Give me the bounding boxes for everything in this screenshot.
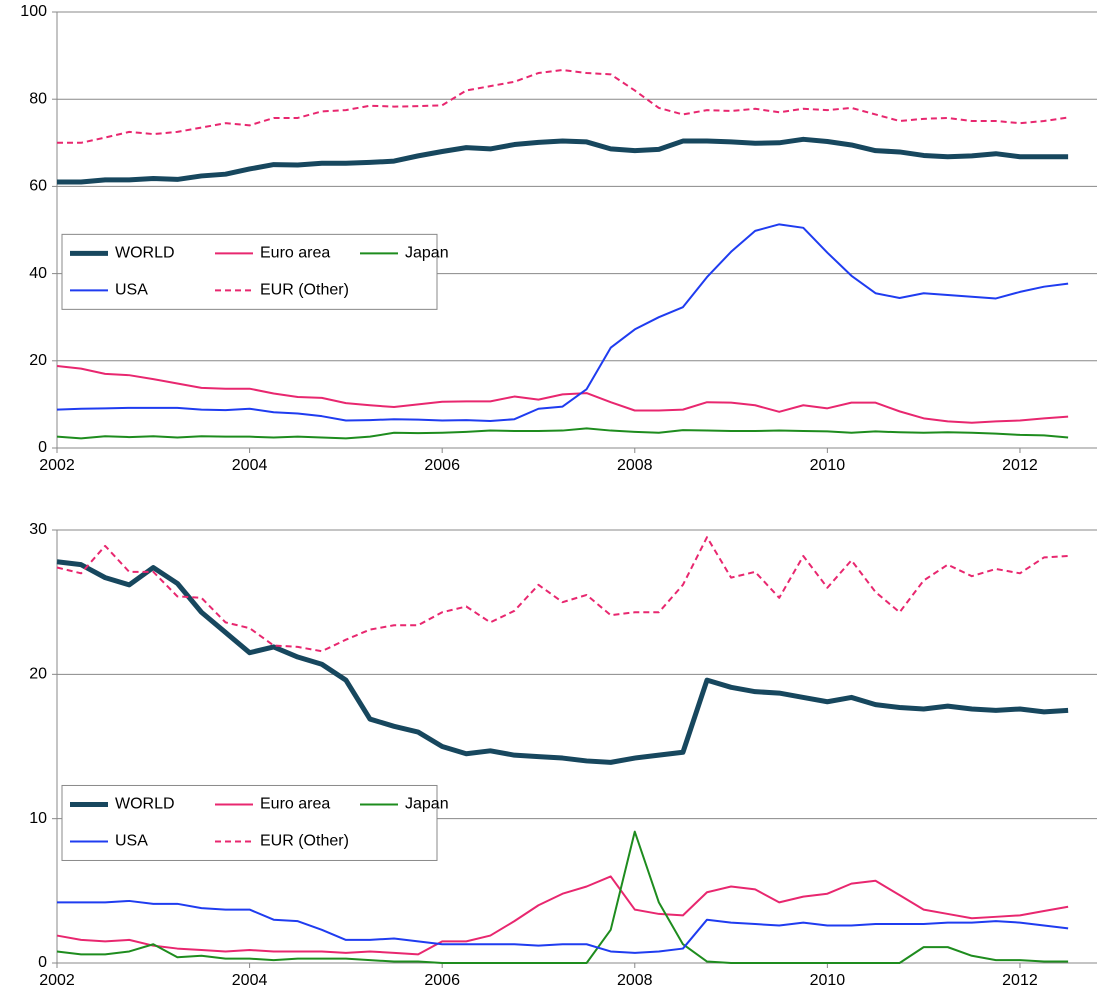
series-line (56, 875, 1069, 956)
y-tick-label: 30 (29, 521, 47, 538)
series-line (57, 136, 1069, 185)
legend-label: Japan (405, 796, 449, 813)
legend-label: WORLD (115, 796, 175, 813)
y-tick-label: 20 (29, 666, 47, 683)
x-tick-label: 2006 (424, 457, 460, 474)
legend-label: USA (115, 833, 148, 850)
series-line (57, 68, 1069, 144)
x-tick-label: 2010 (810, 972, 846, 989)
legend-box (61, 784, 438, 861)
series-line (56, 427, 1069, 440)
y-tick-label: 0 (38, 439, 47, 456)
y-tick-label: 10 (29, 810, 47, 827)
x-tick-label: 2008 (617, 972, 653, 989)
legend-label: Euro area (260, 796, 330, 813)
y-tick-label: 60 (29, 178, 47, 195)
legend-box (61, 233, 438, 310)
x-tick-label: 2004 (232, 457, 268, 474)
x-tick-label: 2010 (810, 457, 846, 474)
x-tick-label: 2008 (617, 457, 653, 474)
x-tick-label: 2006 (424, 972, 460, 989)
legend-label: EUR (Other) (260, 833, 349, 850)
x-tick-label: 2012 (1002, 457, 1038, 474)
legend: WORLD Euro area Japan USA EUR (Other) (61, 784, 449, 861)
x-tick-label: 2002 (39, 457, 75, 474)
x-tick-label: 2002 (39, 972, 75, 989)
legend-label: Euro area (260, 245, 330, 262)
series-line (56, 559, 1069, 765)
x-tick-label: 2012 (1002, 972, 1038, 989)
y-tick-label: 0 (38, 954, 47, 971)
y-tick-label: 40 (29, 265, 47, 282)
legend-label: Japan (405, 245, 449, 262)
legend: WORLD Euro area Japan USA EUR (Other) (61, 233, 449, 310)
series-line (57, 899, 1069, 954)
legend-label: USA (115, 282, 148, 299)
y-tick-label: 80 (29, 90, 47, 107)
series-line (56, 830, 1069, 964)
x-tick-label: 2004 (232, 972, 268, 989)
legend-label: EUR (Other) (260, 282, 349, 299)
series-line (56, 365, 1069, 424)
legend-label: WORLD (115, 245, 175, 262)
y-tick-label: 100 (20, 3, 47, 20)
y-tick-label: 20 (29, 352, 47, 369)
series-line (56, 223, 1069, 422)
series-line (56, 536, 1069, 653)
